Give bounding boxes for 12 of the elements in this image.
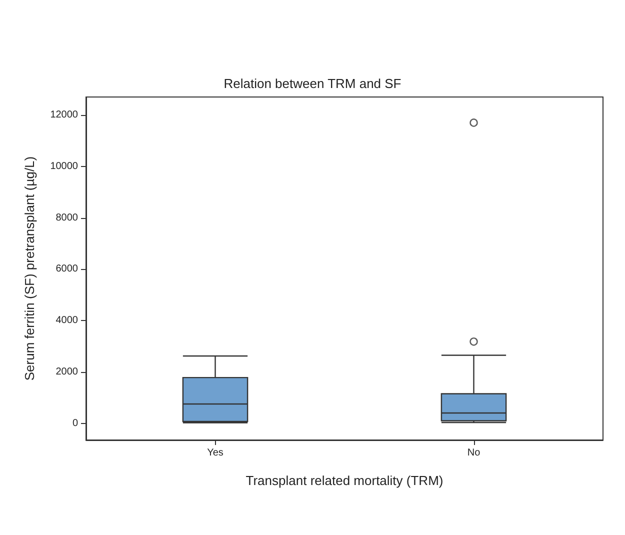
y-tick-label: 8000 (56, 212, 78, 224)
chart-title: Relation between TRM and SF (224, 76, 402, 91)
y-tick-label: 12000 (50, 109, 78, 120)
y-tick-label: 6000 (56, 264, 78, 275)
x-axis-title: Transplant related mortality (TRM) (246, 473, 444, 488)
y-axis-title: Serum ferritin (SF) pretransplant (µg/L) (22, 156, 37, 381)
y-tick-label: 4000 (56, 315, 78, 326)
y-tick-label: 0 (72, 418, 78, 429)
y-tick-label: 2000 (56, 366, 78, 378)
x-tick-label: Yes (207, 448, 224, 458)
x-tick-label: No (467, 448, 481, 458)
y-tick-label: 10000 (50, 160, 78, 172)
